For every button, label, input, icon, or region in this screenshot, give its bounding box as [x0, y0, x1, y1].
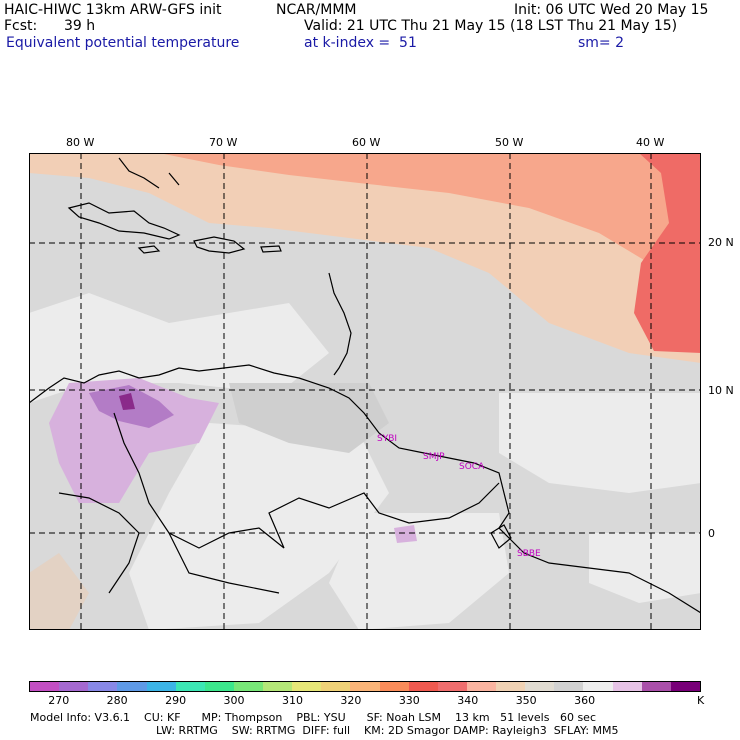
- field-patch-light-2: [129, 423, 389, 630]
- station-smjp: SMJP: [423, 452, 445, 462]
- colorbar-tick-label: 290: [165, 694, 187, 707]
- station-soca: SOCA: [459, 462, 485, 472]
- colorbar-tick-label: 300: [223, 694, 245, 707]
- lon-label-50w: 50 W: [495, 136, 524, 149]
- station-sbbe: SBBE: [517, 549, 541, 559]
- colorbar-swatch: [30, 682, 60, 691]
- colorbar-swatch: [233, 682, 263, 691]
- colorbar-swatch: [437, 682, 467, 691]
- colorbar-swatch: [204, 682, 234, 691]
- field-patch-light-1: [29, 293, 329, 403]
- colorbar-tick-label: 360: [574, 694, 596, 707]
- smoothing-info: sm= 2: [578, 35, 625, 51]
- lesser-antilles-coast: [328, 272, 352, 376]
- field-patch-darker: [229, 383, 389, 453]
- lon-label-40w: 40 W: [636, 136, 665, 149]
- colorbar-tick-label: 330: [398, 694, 420, 707]
- colorbar-swatch: [408, 682, 438, 691]
- hispaniola-coast: [193, 236, 246, 254]
- lon-label-80w: 80 W: [66, 136, 95, 149]
- forecast-hour: 39 h: [64, 18, 96, 34]
- lon-label-60w: 60 W: [352, 136, 381, 149]
- theta-e-map: SYBI SMJP SOCA SBBE: [29, 153, 701, 630]
- colorbar-swatch: [379, 682, 409, 691]
- colorbar-swatch: [466, 682, 496, 691]
- amazon-delta: [490, 524, 512, 549]
- colorbar-tick-label: 270: [48, 694, 70, 707]
- jamaica-coast: [137, 245, 161, 254]
- colorbar-swatch: [525, 682, 555, 691]
- colorbar-tick-label: 310: [281, 694, 303, 707]
- field-patch-lavender: [49, 378, 219, 503]
- colorbar-swatch: [292, 682, 322, 691]
- lat-label-10n: 10 N: [708, 384, 734, 397]
- lon-label-70w: 70 W: [209, 136, 238, 149]
- map-frame: [29, 153, 701, 630]
- colorbar-tick-label: 340: [457, 694, 479, 707]
- coastlines: [29, 157, 701, 614]
- colorbar-swatch: [350, 682, 380, 691]
- colorbar-tick-label: 320: [340, 694, 362, 707]
- colorbar-swatch: [321, 682, 351, 691]
- forecast-label: Fcst:: [4, 18, 38, 34]
- colorbar-swatch: [583, 682, 613, 691]
- colorbar-swatch: [554, 682, 584, 691]
- model-title: HAIC-HIWC 13km ARW-GFS init: [4, 2, 222, 18]
- puerto-rico-coast: [260, 245, 282, 253]
- colorbar-swatch: [59, 682, 89, 691]
- field-patch-lavender-small: [394, 525, 417, 543]
- central-america-coast: [29, 370, 140, 404]
- organization: NCAR/MMM: [276, 2, 357, 18]
- cuba-coast: [67, 202, 181, 240]
- colorbar-swatch: [641, 682, 671, 691]
- lat-label-equator: 0: [708, 527, 715, 540]
- colorbar-swatch: [117, 682, 147, 691]
- valid-time: Valid: 21 UTC Thu 21 May 15 (18 LST Thu …: [304, 18, 678, 34]
- model-info-line: Model Info: V3.6.1 CU: KF MP: Thompson P…: [30, 711, 597, 724]
- colorbar-swatch: [146, 682, 176, 691]
- colorbar-swatch: [88, 682, 118, 691]
- colorbar-swatch: [670, 682, 700, 691]
- station-sybi: SYBI: [377, 434, 397, 444]
- colorbar-swatch: [263, 682, 293, 691]
- country-borders-2: [58, 492, 280, 594]
- field-band-salmon: [159, 153, 701, 273]
- lat-label-20n: 20 N: [708, 236, 734, 249]
- physics-info-line: LW: RRTMG SW: RRTMG DIFF: full KM: 2D Sm…: [156, 724, 619, 737]
- colorbar-tick-label: 280: [106, 694, 128, 707]
- bahamas-coast: [118, 157, 180, 189]
- field-patch-tan-sw: [29, 553, 89, 630]
- colorbar-swatch: [175, 682, 205, 691]
- field-patch-dark-purple: [119, 393, 135, 410]
- colorbar-swatch: [612, 682, 642, 691]
- field-patch-light-4: [329, 513, 509, 630]
- colorbar-unit: K: [697, 694, 705, 707]
- country-borders: [113, 412, 500, 549]
- colombia-venezuela-coast: [138, 364, 701, 614]
- field-patch-light-5: [589, 533, 701, 603]
- colorbar-tick-label: 350: [515, 694, 537, 707]
- level-info: at k-index = 51: [304, 35, 417, 51]
- field-name: Equivalent potential temperature: [6, 35, 240, 51]
- grid-lines: [29, 153, 701, 630]
- colorbar: [29, 681, 701, 692]
- colorbar-swatch: [496, 682, 526, 691]
- init-time: Init: 06 UTC Wed 20 May 15: [514, 2, 709, 18]
